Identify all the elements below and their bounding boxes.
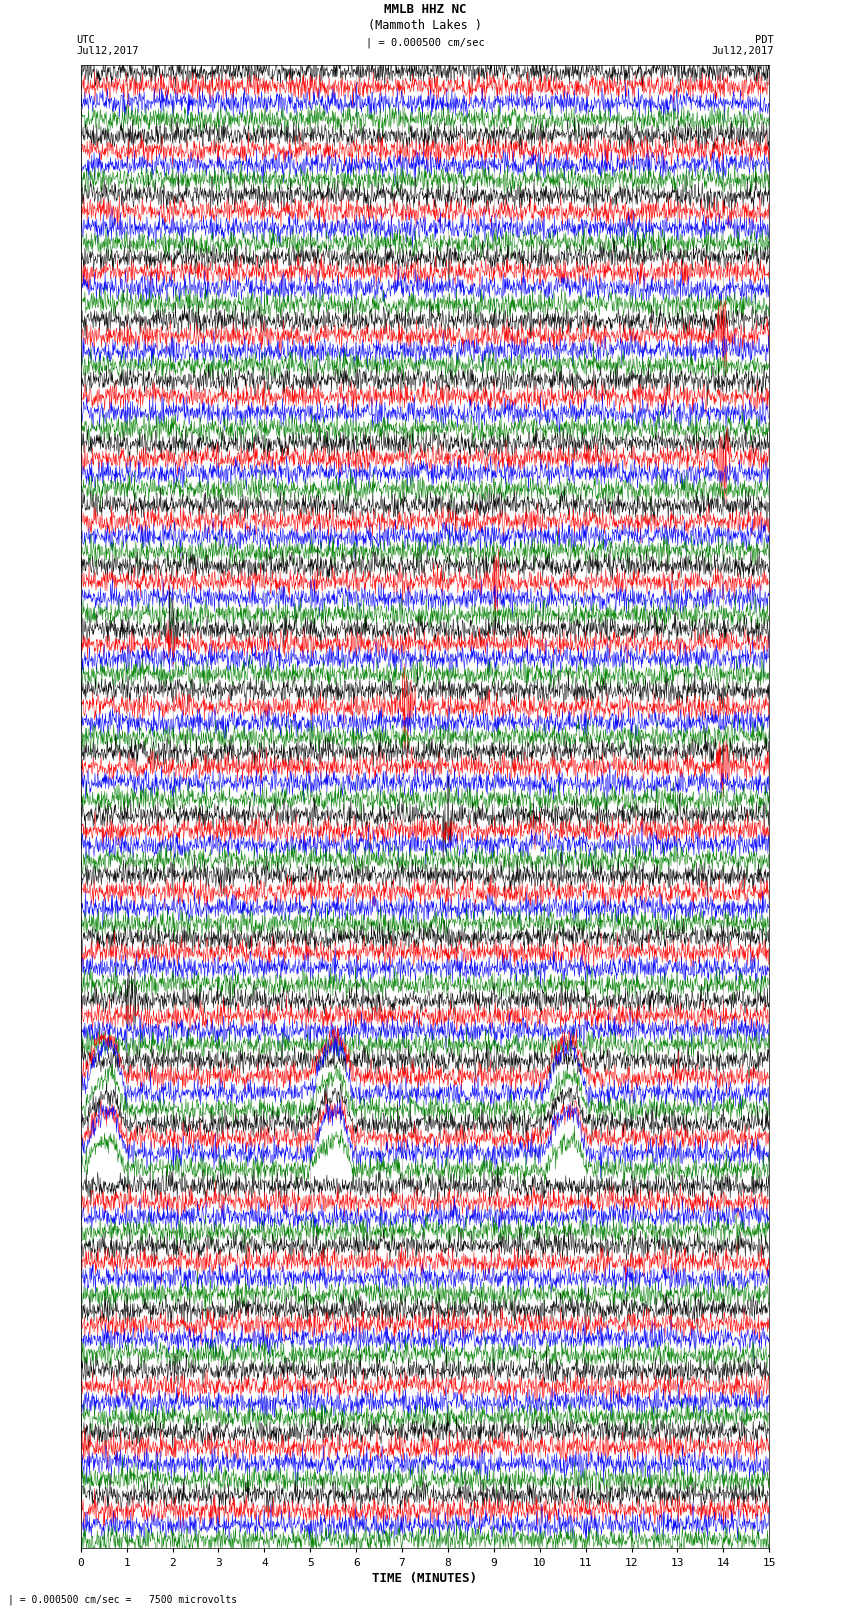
Text: UTC: UTC: [76, 35, 95, 45]
Text: PDT: PDT: [755, 35, 774, 45]
X-axis label: TIME (MINUTES): TIME (MINUTES): [372, 1571, 478, 1584]
Text: | = 0.000500 cm/sec =   7500 microvolts: | = 0.000500 cm/sec = 7500 microvolts: [8, 1594, 238, 1605]
Text: | = 0.000500 cm/sec: | = 0.000500 cm/sec: [366, 37, 484, 48]
Text: (Mammoth Lakes ): (Mammoth Lakes ): [368, 19, 482, 32]
Text: Jul12,2017: Jul12,2017: [711, 47, 774, 56]
Text: MMLB HHZ NC: MMLB HHZ NC: [383, 3, 467, 16]
Text: Jul12,2017: Jul12,2017: [76, 47, 139, 56]
